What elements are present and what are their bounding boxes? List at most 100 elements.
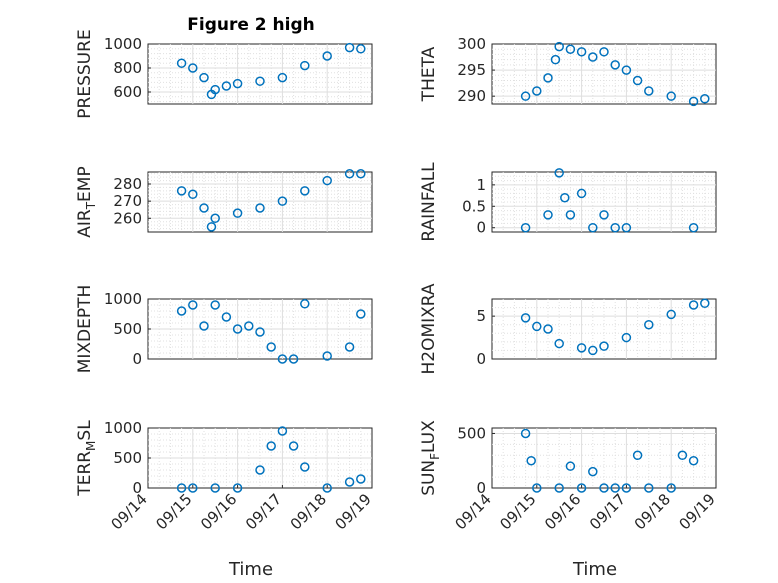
data-point: [210, 84, 220, 95]
y-tick-label: 600: [113, 83, 142, 101]
x-tick-label: 09/19: [676, 490, 719, 533]
data-point: [621, 65, 632, 75]
figure-title: Figure 2 high: [187, 15, 315, 35]
data-point: [565, 461, 576, 471]
data-point: [277, 72, 288, 83]
y-axis-label: H2OMIXRA: [419, 283, 439, 374]
y-tick-label: 0: [476, 350, 486, 368]
data-point: [255, 465, 265, 475]
y-tick-label: 0: [132, 350, 142, 368]
data-point: [599, 210, 609, 220]
data-point: [560, 192, 570, 203]
data-point: [288, 441, 299, 451]
x-tick-label: 09/18: [287, 490, 330, 533]
data-point: [543, 210, 553, 220]
data-point: [322, 51, 332, 61]
data-point: [176, 58, 187, 68]
y-tick-label: 0: [476, 219, 486, 237]
data-point: [176, 306, 187, 316]
y-tick-label: 800: [113, 59, 142, 77]
data-point: [356, 309, 366, 319]
data-point: [266, 441, 276, 451]
data-point: [543, 73, 553, 83]
data-point: [621, 222, 632, 233]
panel-rainfall: 0 0.5 1 RAINFALL: [419, 162, 717, 242]
data-point: [666, 483, 676, 493]
data-point: [176, 483, 187, 493]
data-point: [288, 354, 299, 364]
data-point: [199, 321, 209, 331]
data-point: [599, 47, 609, 57]
data-point: [688, 455, 699, 466]
data-point: [610, 483, 620, 493]
data-point: [588, 52, 598, 62]
data-point: [554, 41, 564, 52]
data-point: [554, 483, 564, 493]
y-tick-label: 260: [113, 209, 142, 227]
y-axis-label: PRESSURE: [75, 29, 95, 118]
y-tick-label: 500: [457, 424, 486, 442]
y-tick-label: 500: [113, 449, 142, 467]
panel-mixdepth: 0 500 1000 MIXDEPTH: [75, 285, 373, 373]
data-point: [300, 60, 310, 71]
data-point: [344, 168, 355, 179]
data-point: [588, 466, 598, 477]
data-point: [232, 483, 243, 493]
panel-theta: 290 295 300 THETA: [419, 35, 717, 107]
x-tick-label: 09/15: [496, 490, 539, 533]
y-tick-label: 1000: [104, 35, 142, 53]
y-tick-label: 0: [476, 479, 486, 497]
data-point: [700, 298, 710, 309]
y-axis-label: THETA: [419, 46, 439, 102]
data-point: [688, 96, 699, 107]
data-point: [666, 91, 676, 101]
data-point: [688, 222, 699, 233]
data-point: [688, 300, 699, 310]
data-point: [356, 474, 366, 484]
data-point: [300, 186, 310, 196]
data-point: [576, 343, 587, 353]
x-tick-label: 09/18: [631, 490, 674, 533]
data-point: [532, 321, 542, 332]
data-point: [550, 54, 561, 65]
x-axis-label-right: Time: [572, 559, 617, 580]
data-point: [610, 60, 620, 70]
data-point: [232, 324, 243, 334]
data-point: [210, 483, 220, 493]
data-point: [344, 42, 355, 53]
x-tick-label: 09/16: [541, 490, 584, 533]
data-point: [277, 426, 288, 436]
data-point: [644, 319, 654, 330]
y-axis-label: SUNFLUX: [419, 420, 442, 496]
data-point: [532, 483, 542, 493]
y-tick-label: 290: [457, 87, 486, 105]
y-tick-label: 5: [476, 307, 486, 325]
data-point: [666, 309, 676, 320]
panel-terr-msl: 0 500 1000 09/14 09/15 09/16 09/17 09/18 09/19 TE…: [75, 419, 375, 533]
y-tick-label: 295: [457, 61, 486, 79]
data-point: [255, 76, 265, 86]
data-point: [244, 321, 254, 331]
data-point: [554, 338, 564, 349]
x-tick-label: 09/19: [332, 490, 375, 533]
x-tick-label: 09/15: [152, 490, 195, 533]
y-tick-label: 1: [476, 176, 486, 194]
data-point: [588, 345, 598, 356]
data-point: [188, 300, 198, 310]
y-tick-label: 300: [457, 35, 486, 53]
data-point: [221, 81, 232, 91]
data-point: [644, 86, 654, 96]
data-point: [520, 222, 531, 233]
data-point: [576, 188, 587, 199]
data-point: [266, 342, 276, 352]
data-point: [322, 483, 332, 493]
data-point: [356, 44, 366, 54]
data-point: [576, 47, 587, 57]
data-point: [210, 300, 220, 310]
data-point: [520, 313, 531, 323]
data-point: [576, 483, 587, 493]
data-point: [277, 196, 288, 206]
data-point: [632, 450, 643, 461]
